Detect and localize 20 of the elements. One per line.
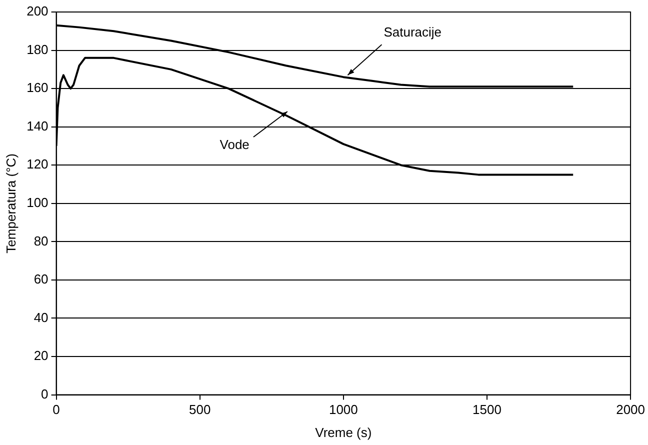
x-tick-label: 1000 bbox=[328, 402, 358, 418]
annotation: Saturacije bbox=[384, 24, 442, 40]
y-tick-label: 80 bbox=[34, 233, 48, 248]
y-tick-label: 0 bbox=[41, 386, 48, 402]
y-tick-label: 120 bbox=[26, 156, 48, 172]
y-tick-label: 60 bbox=[34, 272, 48, 287]
y-tick-label: 100 bbox=[26, 194, 48, 210]
y-tick-label: 20 bbox=[34, 348, 48, 364]
x-axis-title: Vreme (s) bbox=[315, 424, 372, 440]
x-tick-label: 500 bbox=[189, 402, 211, 418]
y-tick-label: 200 bbox=[26, 4, 48, 19]
y-tick-label: 180 bbox=[26, 42, 48, 57]
annotation: Vode bbox=[220, 137, 250, 152]
y-axis-title: Temperatura (°C) bbox=[3, 153, 18, 254]
y-tick-label: 40 bbox=[34, 310, 48, 325]
x-tick-label: 2000 bbox=[616, 402, 645, 418]
x-tick-label: 0 bbox=[52, 402, 60, 418]
y-tick-label: 160 bbox=[26, 80, 48, 96]
y-tick-label: 140 bbox=[26, 118, 48, 134]
x-tick-label: 1500 bbox=[472, 402, 502, 418]
